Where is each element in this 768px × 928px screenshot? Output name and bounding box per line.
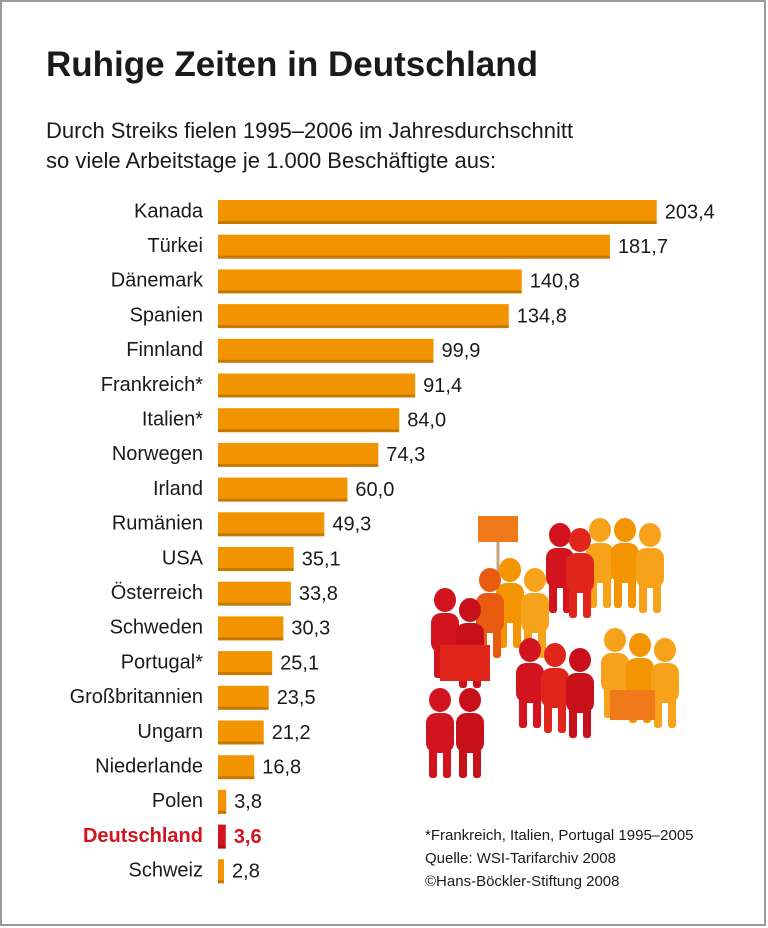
bar-shade [218,672,273,676]
bar [218,512,325,537]
category-label: Norwegen [112,443,203,465]
category-label: Portugal* [121,651,203,673]
bar [218,720,264,745]
category-label: Türkei [147,235,203,257]
sign [610,690,655,720]
category-label: Irland [153,478,203,500]
value-label: 30,3 [291,618,330,640]
category-label: Spanien [130,304,203,326]
value-label: 91,4 [423,375,462,397]
bar-shade [218,359,434,363]
bar [218,616,284,641]
subtitle: Durch Streiks fielen 1995–2006 im Jahres… [46,118,573,143]
value-label: 2,8 [232,861,260,883]
value-label: 3,6 [234,826,262,848]
bar [218,442,379,467]
value-label: 35,1 [302,548,341,570]
category-label: Polen [152,790,203,812]
bar [218,373,416,398]
bar-shade [218,602,291,606]
bar [218,200,657,224]
category-label: Schweiz [129,860,203,882]
bar-shade [218,394,416,398]
category-label: Ungarn [137,721,203,743]
bar [218,824,226,849]
footnote: *Frankreich, Italien, Portugal 1995–2005 [425,827,694,844]
bar-shade [218,290,522,294]
value-label: 21,2 [272,722,311,744]
category-label: Italien* [142,408,203,430]
bar-shade [218,463,379,467]
bar-shade [218,325,509,329]
bar-shade [218,741,264,745]
category-label: Rumänien [112,513,203,535]
category-label: Dänemark [111,270,204,292]
subtitle: so viele Arbeitstage je 1.000 Beschäftig… [46,148,496,173]
value-label: 3,8 [234,791,262,813]
bar-shade [218,568,294,571]
chart-title: Ruhige Zeiten in Deutschland [46,45,538,84]
value-label: 84,0 [407,409,446,431]
bar-shade [218,776,255,780]
bar-shade [218,498,348,502]
footnote: ©Hans-Böckler-Stiftung 2008 [425,873,619,890]
sign [440,645,490,681]
category-label: Frankreich* [101,374,203,396]
category-label: Großbritannien [70,686,203,708]
value-label: 60,0 [355,479,394,501]
value-label: 203,4 [665,201,715,223]
value-label: 99,9 [441,340,480,362]
bar-shade [218,706,269,710]
category-label: Finnland [126,339,203,361]
bar-shade [218,845,226,849]
bar [218,269,522,294]
category-label: Kanada [134,200,204,222]
category-label: USA [162,547,204,569]
bar [218,234,610,259]
value-label: 25,1 [280,652,319,674]
value-label: 140,8 [530,271,580,293]
bar-shade [218,255,610,259]
bar [218,408,400,433]
bar [218,789,227,814]
bar [218,477,348,502]
value-label: 33,8 [299,583,338,605]
value-label: 23,5 [277,687,316,709]
bar-shade [218,880,225,884]
bar [218,651,273,676]
bar [218,338,434,363]
bar [218,581,291,606]
value-label: 74,3 [386,444,425,466]
bar [218,547,294,571]
bar-shade [218,221,657,224]
category-label: Niederlande [95,755,203,777]
bar [218,304,509,329]
bar [218,859,225,884]
bar-shade [218,429,400,433]
bar-shade [218,637,284,641]
value-label: 134,8 [517,305,567,327]
bar-shade [218,810,227,814]
illustration [426,516,679,778]
category-label: Schweden [110,617,203,639]
bar [218,755,255,780]
sign [478,516,518,542]
category-label: Deutschland [83,825,203,847]
footnote: Quelle: WSI-Tarifarchiv 2008 [425,850,616,867]
value-label: 16,8 [262,756,301,778]
value-label: 49,3 [332,514,371,536]
value-label: 181,7 [618,236,668,258]
bar [218,685,269,710]
bar-shade [218,533,325,537]
category-label: Österreich [111,582,203,604]
